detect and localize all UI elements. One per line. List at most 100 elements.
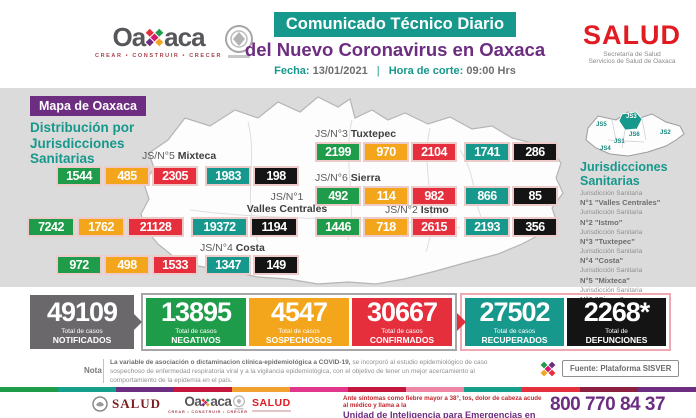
salud-small-word: SALUD bbox=[252, 397, 291, 409]
item-kind: Jurisdicción Sanitaria bbox=[580, 248, 643, 256]
jurisdiction-prefix: JS/N°2 bbox=[385, 204, 418, 216]
page-subtitle: del Nuevo Coronavirus en Oaxaca bbox=[244, 38, 546, 60]
map-subtitle-line3: Sanitarias bbox=[30, 151, 95, 167]
eagle-seal-icon bbox=[92, 396, 108, 412]
stat-confirmados: 30667 Total de casos CONFIRMADOS bbox=[352, 298, 466, 346]
jurisdiction-values-istmo: 1446 718 2615 2193 356 bbox=[315, 217, 560, 237]
salud-logo-word: SALUD bbox=[583, 20, 681, 50]
nota-divider bbox=[103, 359, 104, 383]
jurisdiction-label-sierra: JS/N°6 Sierra bbox=[315, 172, 381, 184]
date-line: Fecha: 13/01/2021 | Hora de corte: 09:00… bbox=[240, 65, 550, 77]
value-chip-negativos: 972 bbox=[56, 255, 102, 275]
pointer-arrow bbox=[457, 313, 466, 331]
stat-label2: NOTIFICADOS bbox=[52, 335, 112, 345]
stat-recuperados: 27502 Total de casos RECUPERADOS bbox=[465, 298, 564, 346]
value-chip-negativos: 1446 bbox=[315, 217, 361, 237]
nota-text: La variable de asociación o dictaminacio… bbox=[110, 358, 518, 385]
jurisdiction-name: Costa bbox=[235, 242, 265, 254]
jurisdiction-label-tuxtepec: JS/N°3 Tuxtepec bbox=[315, 128, 396, 140]
stat-value: 27502 bbox=[479, 297, 550, 327]
stat-value: 4547 bbox=[270, 297, 328, 327]
value-chip-recuperados: 1983 bbox=[205, 166, 251, 186]
item-name: N°1 "Valles Centrales" bbox=[580, 198, 661, 208]
value-chip-confirmados: 982 bbox=[411, 186, 457, 206]
map-subtitle: Distribución por Jurisdicciones Sanitari… bbox=[30, 120, 134, 167]
minimap-label-js3: JS3 bbox=[626, 114, 637, 120]
oaxaca-logo-part1: Oa bbox=[184, 394, 202, 409]
minimap-label-js1: JS1 bbox=[614, 139, 625, 145]
jurisdiction-name: Istmo bbox=[420, 204, 449, 216]
jurisdiction-name: Valles Centrales bbox=[246, 202, 328, 215]
value-chip-sospechosos: 485 bbox=[104, 166, 150, 186]
value-chip-recuperados: 2193 bbox=[464, 217, 510, 237]
footer-message-line1: Ante síntomas como fiebre mayor a 38°, t… bbox=[343, 395, 542, 410]
stat-group-resultado: 27502 Total de casos RECUPERADOS 2268* T… bbox=[460, 293, 671, 351]
hora-label: Hora de corte: bbox=[388, 65, 464, 78]
value-chip-sospechosos: 718 bbox=[363, 217, 409, 237]
jurisdiction-values-tuxtepec: 2199 970 2104 1741 286 bbox=[315, 142, 560, 162]
jurisdiction-values-valles-centrales: 7242 1762 21128 19372 1194 bbox=[27, 217, 300, 237]
sidebar-heading-line1: Jurisdicciones bbox=[580, 160, 668, 174]
stat-defunciones: 2268* Total de DEFUNCIONES bbox=[567, 298, 666, 346]
stat-label2: NEGATIVOS bbox=[171, 335, 221, 345]
salud-logo: SALUD Secretaría de Salud Servicios de S… bbox=[583, 20, 681, 66]
footer: SALUD Oa aca CREAR • CONSTRUIR • CRECER S… bbox=[0, 392, 696, 418]
stat-label1: Total de casos bbox=[493, 328, 536, 335]
value-chip-confirmados: 2305 bbox=[152, 166, 198, 186]
value-chip-recuperados: 866 bbox=[464, 186, 510, 206]
value-chip-confirmados: 2104 bbox=[411, 142, 457, 162]
value-chip-recuperados: 19372 bbox=[191, 217, 248, 237]
value-chip-sospechosos: 970 bbox=[363, 142, 409, 162]
salud-logo-sub1: Secretaría de Salud bbox=[603, 51, 661, 58]
footer-message-line2: Unidad de Inteligencia para Emergencias … bbox=[343, 409, 536, 418]
stat-negativos: 13895 Total de casos NEGATIVOS bbox=[146, 298, 246, 346]
list-item: Jurisdicción Sanitaria N°5 "Mixteca" bbox=[580, 267, 660, 284]
list-item: Jurisdicción Sanitaria N°1 "Valles Centra… bbox=[580, 190, 660, 207]
map-panel: Mapa de Oaxaca Distribución por Jurisdic… bbox=[0, 88, 696, 304]
value-chip-negativos: 492 bbox=[315, 186, 361, 206]
value-chip-sospechosos: 498 bbox=[104, 255, 150, 275]
item-kind: Jurisdicción Sanitaria bbox=[580, 267, 643, 275]
list-item: Jurisdicción Sanitaria N°3 "Tuxtepec" bbox=[580, 229, 660, 246]
value-chip-sospechosos: 1762 bbox=[77, 217, 125, 237]
jurisdiction-prefix: JS/N°5 bbox=[142, 150, 175, 162]
value-chip-sospechosos: 114 bbox=[363, 186, 409, 206]
stat-value: 49109 bbox=[46, 297, 118, 327]
value-chip-defunciones: 286 bbox=[512, 142, 558, 162]
jurisdiction-values-mixteca: 1544 485 2305 1983 198 bbox=[56, 166, 301, 186]
stat-label1: Total de casos bbox=[61, 328, 103, 335]
hora-value: 09:00 Hrs bbox=[466, 65, 516, 78]
fecha-label: Fecha: bbox=[274, 65, 310, 78]
jurisdiction-prefix: JS/N°6 bbox=[315, 172, 348, 184]
list-item: Jurisdicción Sanitaria N°2 "Istmo" bbox=[580, 209, 660, 226]
stat-label2: RECUPERADOS bbox=[481, 335, 548, 345]
jurisdiction-prefix: JS/N°3 bbox=[315, 128, 348, 140]
jurisdiction-values-costa: 972 498 1533 1347 149 bbox=[56, 255, 301, 275]
map-subtitle-line2: Jurisdicciones bbox=[30, 135, 125, 151]
stat-group-casos: 13895 Total de casos NEGATIVOS 4547 Tota… bbox=[141, 293, 466, 351]
oaxaca-logo-part2: aca bbox=[210, 394, 232, 409]
stat-label1: Total de casos bbox=[278, 328, 320, 335]
date-separator: | bbox=[376, 65, 380, 78]
state-seal-icon bbox=[232, 394, 246, 416]
value-chip-confirmados: 2615 bbox=[411, 217, 457, 237]
pointer-arrow bbox=[133, 313, 142, 331]
oaxaca-x-icon bbox=[540, 361, 556, 382]
oaxaca-x-icon bbox=[201, 396, 211, 410]
item-kind: Jurisdicción Sanitaria bbox=[580, 190, 643, 197]
oaxaca-logo: Oa aca CREAR • CONSTRUIR • CRECER bbox=[95, 24, 222, 59]
salud-federal-logo: SALUD bbox=[92, 396, 161, 412]
fecha-value: 13/01/2021 bbox=[312, 65, 368, 78]
value-chip-defunciones: 149 bbox=[253, 255, 299, 275]
sidebar-heading-line2: Sanitarias bbox=[580, 174, 640, 189]
value-chip-confirmados: 21128 bbox=[127, 217, 184, 237]
oaxaca-logo-part2: aca bbox=[164, 22, 205, 52]
nota-text-rest: se incorporó al estudio epidemiológico d… bbox=[110, 359, 488, 385]
minimap-label-js5: JS5 bbox=[596, 122, 607, 128]
jurisdiction-label-valles-centrales: JS/N°1 Valles Centrales bbox=[232, 191, 342, 215]
minimap-label-js2: JS2 bbox=[660, 130, 671, 136]
value-chip-defunciones: 198 bbox=[253, 166, 299, 186]
jurisdiction-label-mixteca: JS/N°5 Mixteca bbox=[142, 150, 216, 162]
stat-label2: CONFIRMADOS bbox=[369, 335, 435, 345]
value-chip-negativos: 1544 bbox=[56, 166, 102, 186]
